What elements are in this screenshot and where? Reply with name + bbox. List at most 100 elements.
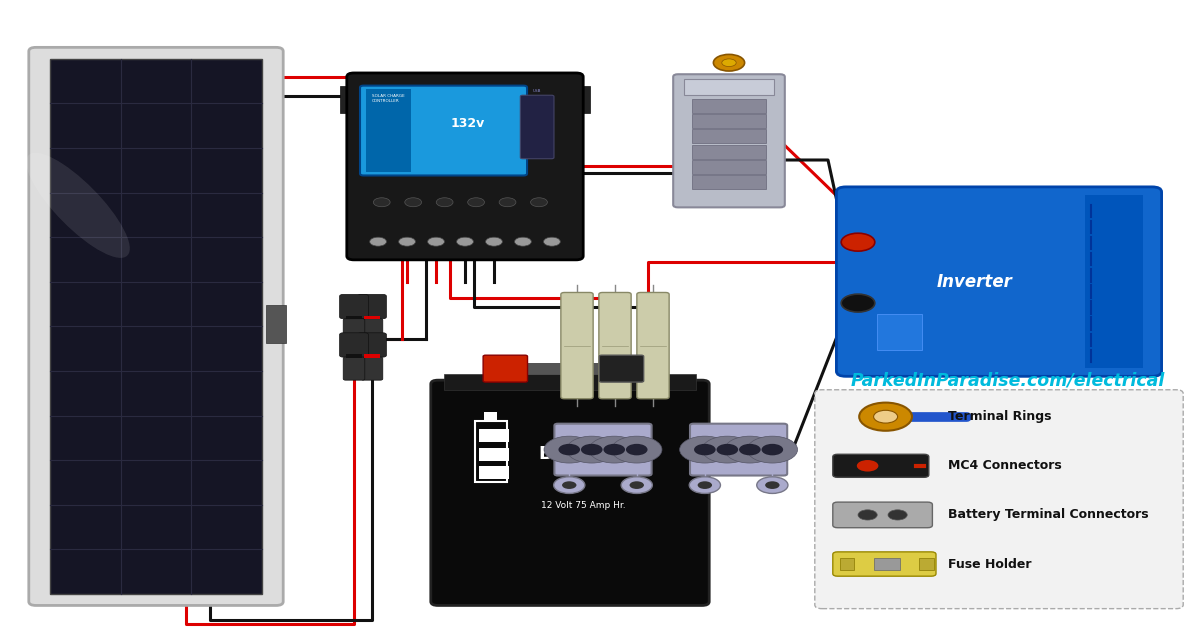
Bar (692, 175, 766, 189)
Bar (874, 558, 900, 570)
FancyBboxPatch shape (599, 355, 643, 382)
Bar (479, 467, 509, 479)
Circle shape (373, 198, 390, 207)
Bar (1085, 195, 1142, 368)
FancyBboxPatch shape (360, 86, 527, 175)
Circle shape (713, 54, 744, 71)
Circle shape (544, 237, 560, 246)
Text: USB: USB (533, 90, 541, 93)
FancyBboxPatch shape (637, 292, 670, 399)
Circle shape (566, 436, 617, 463)
Circle shape (486, 237, 503, 246)
Text: Fuse Holder: Fuse Holder (948, 557, 1032, 570)
Circle shape (456, 237, 473, 246)
Bar (692, 114, 766, 128)
FancyBboxPatch shape (836, 187, 1162, 376)
FancyBboxPatch shape (673, 74, 785, 207)
Circle shape (857, 460, 878, 472)
Circle shape (762, 444, 784, 456)
Circle shape (612, 436, 662, 463)
FancyBboxPatch shape (340, 294, 368, 319)
FancyBboxPatch shape (431, 380, 709, 605)
FancyBboxPatch shape (340, 333, 368, 357)
Text: Terminal Rings: Terminal Rings (948, 410, 1051, 423)
Circle shape (398, 237, 415, 246)
FancyBboxPatch shape (361, 357, 383, 380)
Circle shape (622, 477, 653, 493)
Circle shape (437, 198, 454, 207)
FancyBboxPatch shape (690, 424, 787, 476)
Circle shape (874, 410, 898, 423)
Circle shape (721, 59, 736, 67)
FancyBboxPatch shape (560, 292, 593, 399)
FancyBboxPatch shape (358, 294, 386, 319)
Circle shape (858, 510, 877, 520)
Circle shape (679, 436, 730, 463)
Bar (366, 89, 410, 172)
Circle shape (748, 436, 798, 463)
Circle shape (859, 403, 912, 431)
Circle shape (702, 436, 752, 463)
Circle shape (581, 444, 602, 456)
FancyBboxPatch shape (347, 73, 583, 260)
FancyBboxPatch shape (833, 454, 929, 477)
Circle shape (630, 481, 644, 489)
Circle shape (841, 294, 875, 312)
Circle shape (530, 198, 547, 207)
FancyBboxPatch shape (833, 502, 932, 528)
Circle shape (841, 233, 875, 251)
Circle shape (689, 477, 720, 493)
Bar (479, 448, 509, 461)
FancyBboxPatch shape (343, 357, 365, 380)
Bar (475, 421, 506, 482)
Circle shape (716, 444, 738, 456)
Bar (346, 316, 362, 319)
Circle shape (589, 436, 640, 463)
Circle shape (370, 237, 386, 246)
Bar (496, 363, 634, 374)
Circle shape (739, 444, 761, 456)
Circle shape (694, 444, 715, 456)
Circle shape (553, 477, 584, 493)
Circle shape (697, 481, 712, 489)
FancyBboxPatch shape (343, 319, 365, 342)
Text: Battery Terminal Connectors: Battery Terminal Connectors (948, 508, 1148, 522)
Bar (684, 79, 774, 95)
Circle shape (404, 198, 421, 207)
FancyBboxPatch shape (521, 95, 554, 159)
Bar (479, 429, 509, 442)
Circle shape (544, 436, 594, 463)
Circle shape (562, 481, 576, 489)
FancyBboxPatch shape (815, 390, 1183, 609)
Bar (692, 129, 766, 143)
FancyBboxPatch shape (484, 355, 528, 382)
Bar (571, 86, 590, 113)
Circle shape (604, 444, 625, 456)
Circle shape (558, 444, 580, 456)
FancyBboxPatch shape (599, 292, 631, 399)
Text: SOLAR CHARGE
CONTROLLER: SOLAR CHARGE CONTROLLER (372, 95, 404, 103)
Text: 12 Volt 75 Amp Hr.: 12 Volt 75 Amp Hr. (541, 501, 625, 510)
Text: Inverter: Inverter (936, 273, 1013, 291)
Bar (266, 305, 286, 343)
FancyBboxPatch shape (833, 552, 936, 576)
Bar (50, 59, 262, 594)
Circle shape (888, 510, 907, 520)
Ellipse shape (26, 153, 130, 258)
Text: 132v: 132v (450, 117, 485, 130)
Bar (692, 99, 766, 113)
Bar (346, 354, 362, 358)
Circle shape (626, 444, 648, 456)
Text: BATTERY: BATTERY (539, 445, 628, 463)
FancyBboxPatch shape (361, 319, 383, 342)
Text: MC4 Connectors: MC4 Connectors (948, 460, 1062, 472)
Circle shape (468, 198, 485, 207)
FancyBboxPatch shape (29, 47, 283, 605)
Circle shape (427, 237, 444, 246)
Bar (876, 314, 923, 349)
Bar (840, 557, 854, 570)
Bar (444, 374, 696, 390)
Circle shape (766, 481, 780, 489)
Bar (340, 86, 359, 113)
Circle shape (725, 436, 775, 463)
